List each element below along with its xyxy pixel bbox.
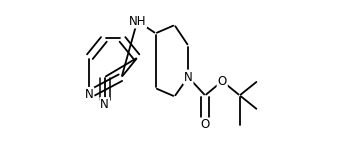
Text: N: N xyxy=(184,71,193,84)
Text: NH: NH xyxy=(129,15,146,28)
Text: N: N xyxy=(85,88,93,101)
Text: O: O xyxy=(200,118,210,131)
Text: O: O xyxy=(218,75,227,88)
Text: N: N xyxy=(100,98,109,111)
